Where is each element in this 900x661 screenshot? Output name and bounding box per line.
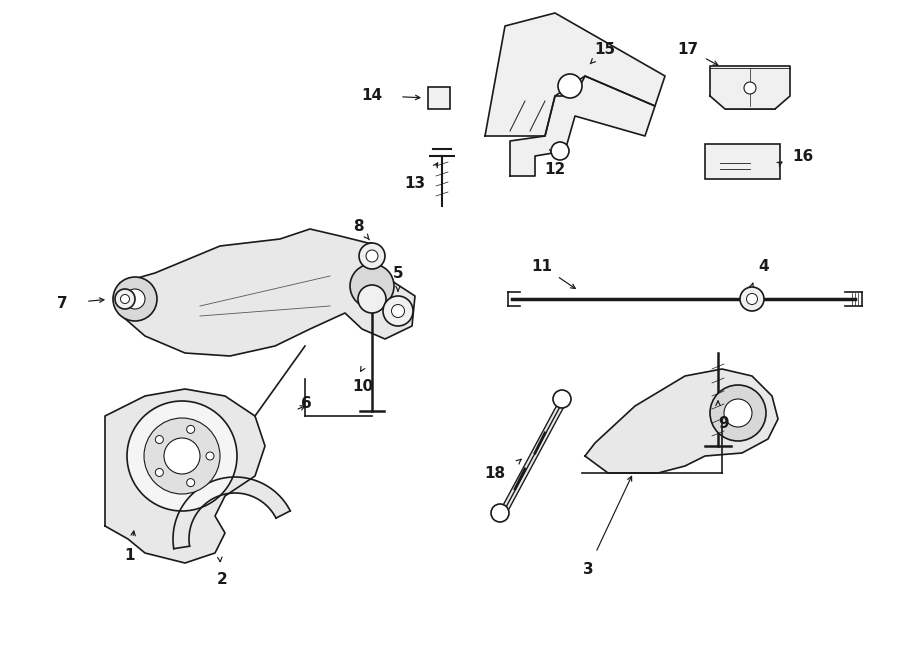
- Text: 17: 17: [678, 42, 698, 56]
- Text: 13: 13: [404, 176, 425, 190]
- Text: 1: 1: [125, 549, 135, 563]
- Text: 2: 2: [217, 572, 228, 586]
- Circle shape: [744, 82, 756, 94]
- Text: 9: 9: [718, 416, 729, 430]
- Circle shape: [206, 452, 214, 460]
- Polygon shape: [485, 13, 665, 136]
- Circle shape: [746, 293, 758, 305]
- Text: 15: 15: [594, 42, 616, 56]
- Circle shape: [127, 401, 237, 511]
- FancyBboxPatch shape: [705, 144, 780, 179]
- Circle shape: [383, 296, 413, 326]
- Polygon shape: [510, 76, 655, 176]
- Text: 11: 11: [532, 258, 553, 274]
- Circle shape: [164, 438, 200, 474]
- Circle shape: [186, 426, 194, 434]
- Polygon shape: [585, 369, 778, 473]
- Text: 4: 4: [758, 258, 769, 274]
- Circle shape: [156, 469, 163, 477]
- Circle shape: [144, 418, 220, 494]
- Text: 16: 16: [792, 149, 814, 163]
- FancyBboxPatch shape: [428, 87, 450, 109]
- Circle shape: [558, 74, 582, 98]
- Circle shape: [710, 385, 766, 441]
- Circle shape: [156, 436, 163, 444]
- Circle shape: [740, 287, 764, 311]
- Polygon shape: [105, 389, 265, 563]
- Circle shape: [551, 142, 569, 160]
- Circle shape: [121, 295, 130, 303]
- Circle shape: [358, 285, 386, 313]
- Circle shape: [553, 390, 571, 408]
- Text: 18: 18: [484, 465, 505, 481]
- Circle shape: [359, 243, 385, 269]
- Text: 10: 10: [352, 379, 374, 393]
- Circle shape: [491, 504, 509, 522]
- Circle shape: [186, 479, 194, 486]
- Text: 6: 6: [302, 395, 312, 410]
- Text: 8: 8: [353, 219, 364, 233]
- Text: 7: 7: [58, 295, 68, 311]
- Circle shape: [366, 250, 378, 262]
- Text: 12: 12: [544, 161, 565, 176]
- Text: 5: 5: [392, 266, 403, 280]
- Circle shape: [392, 305, 404, 317]
- Text: 14: 14: [361, 89, 382, 104]
- Circle shape: [113, 277, 157, 321]
- Circle shape: [350, 264, 394, 308]
- Circle shape: [724, 399, 752, 427]
- Text: 3: 3: [582, 561, 593, 576]
- Polygon shape: [173, 477, 290, 549]
- Circle shape: [115, 289, 135, 309]
- Circle shape: [125, 289, 145, 309]
- Polygon shape: [710, 66, 790, 109]
- Polygon shape: [120, 229, 415, 356]
